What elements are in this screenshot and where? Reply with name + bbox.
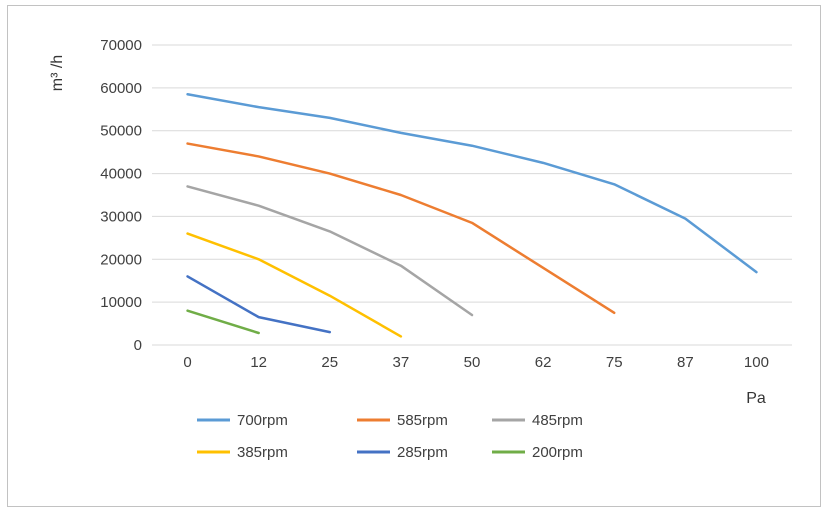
x-tick-label: 37 [393, 354, 410, 371]
series-line-285rpm [186, 275, 332, 334]
y-tick-label: 0 [134, 337, 142, 354]
y-tick-label: 20000 [100, 251, 142, 268]
y-tick-label: 40000 [100, 166, 142, 183]
series-line-485rpm [186, 185, 474, 317]
y-axis-tick-labels: 0 10000 20000 30000 40000 50000 60000 70000 [100, 37, 142, 354]
x-tick-label: 100 [744, 354, 769, 371]
legend-label-585rpm: 585rpm [397, 412, 448, 429]
y-tick-label: 30000 [100, 208, 142, 225]
x-tick-label: 12 [250, 354, 267, 371]
legend-label-200rpm: 200rpm [532, 444, 583, 461]
x-tick-label: 62 [535, 354, 552, 371]
chart-border [7, 5, 821, 507]
gridlines [152, 44, 792, 346]
legend-label-385rpm: 385rpm [237, 444, 288, 461]
x-tick-label: 50 [464, 354, 481, 371]
legend-label-285rpm: 285rpm [397, 444, 448, 461]
series-line-200rpm [186, 309, 260, 335]
x-tick-label: 0 [183, 354, 191, 371]
y-tick-label: 70000 [100, 37, 142, 54]
series-line-585rpm [186, 142, 616, 315]
y-axis-title: m³ /h [49, 55, 66, 91]
x-tick-label: 87 [677, 354, 694, 371]
y-tick-label: 50000 [100, 123, 142, 140]
x-axis-tick-labels: 0 12 25 37 50 62 75 87 100 [183, 354, 769, 371]
chart-legend: 700rpm 585rpm 485rpm 385rpm 285rpm 200rpm [197, 412, 583, 461]
series-line-385rpm [186, 232, 403, 338]
series-lines [186, 93, 758, 338]
x-axis-title: Pa [746, 390, 766, 407]
x-tick-label: 75 [606, 354, 623, 371]
y-tick-label: 60000 [100, 80, 142, 97]
y-tick-label: 10000 [100, 294, 142, 311]
legend-label-700rpm: 700rpm [237, 412, 288, 429]
legend-label-485rpm: 485rpm [532, 412, 583, 429]
series-line-700rpm [186, 93, 758, 274]
x-tick-label: 25 [321, 354, 338, 371]
